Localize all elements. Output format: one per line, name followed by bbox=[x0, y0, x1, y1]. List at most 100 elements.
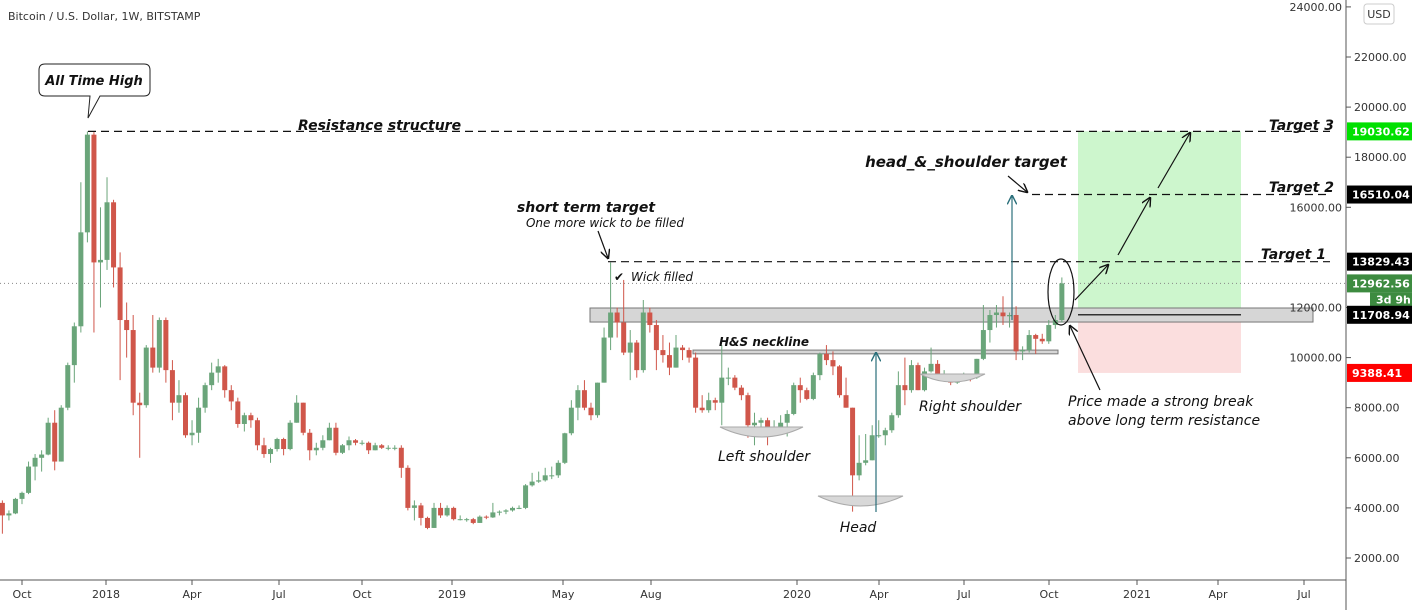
candle-body bbox=[1046, 325, 1052, 342]
price-tick-label: 6000.00 bbox=[1354, 452, 1400, 465]
candle-body bbox=[856, 462, 862, 476]
candle-body bbox=[510, 507, 515, 511]
time-tick-label: Oct bbox=[352, 588, 372, 601]
right-shoulder-label: Right shoulder bbox=[919, 399, 1022, 415]
candle-body bbox=[104, 202, 110, 260]
candle-body bbox=[778, 422, 784, 428]
candle-body bbox=[84, 134, 90, 233]
candle-body bbox=[843, 395, 849, 408]
candle-body bbox=[719, 377, 725, 403]
candle-body bbox=[686, 350, 692, 358]
candle-body bbox=[418, 505, 424, 518]
candle-body bbox=[372, 445, 378, 451]
candle-body bbox=[693, 357, 699, 408]
head-label: Head bbox=[840, 520, 877, 536]
candle-body bbox=[666, 355, 672, 368]
candle-body bbox=[876, 435, 882, 437]
candle-body bbox=[464, 519, 470, 521]
candle-body bbox=[117, 267, 123, 321]
stop-price-label-bg bbox=[1347, 363, 1412, 382]
path-arrow-1[interactable] bbox=[1074, 265, 1108, 301]
time-tick-label: 2019 bbox=[438, 588, 466, 601]
candle-body bbox=[542, 475, 548, 481]
candle-body bbox=[431, 507, 437, 528]
candle-body bbox=[791, 385, 797, 414]
hs-target-arrow[interactable] bbox=[1007, 175, 1027, 192]
candle-body bbox=[287, 422, 293, 450]
candle-body bbox=[673, 347, 679, 368]
candle-body bbox=[300, 402, 306, 433]
candle-body bbox=[725, 377, 731, 379]
candle-body bbox=[261, 445, 267, 455]
ath-label: All Time High bbox=[44, 74, 143, 89]
target2-label: Target 2 bbox=[1269, 180, 1334, 196]
wick-filled-label: Wick filled bbox=[631, 270, 693, 284]
candle-body bbox=[196, 407, 202, 433]
left-shoulder-bowl bbox=[719, 426, 804, 438]
price-tick-label: 12000.00 bbox=[1290, 302, 1343, 315]
price-axis[interactable]: 2000.00 4000.00 6000.00 8000.00 10000.00 1200… bbox=[1290, 1, 1407, 565]
candle-body bbox=[765, 420, 771, 431]
candle-body bbox=[130, 330, 136, 403]
candle-body bbox=[882, 430, 888, 436]
candle-body bbox=[1033, 335, 1039, 339]
candle-body bbox=[490, 512, 496, 518]
path-arrow-2[interactable] bbox=[1117, 198, 1150, 256]
candle-body bbox=[627, 342, 633, 353]
candle-body bbox=[398, 447, 404, 468]
candle-body bbox=[830, 360, 836, 367]
candle-body bbox=[294, 402, 300, 423]
candle-body bbox=[183, 395, 188, 436]
candle-body bbox=[124, 320, 130, 331]
resistance-zone[interactable] bbox=[589, 307, 1314, 323]
candle-body bbox=[451, 507, 457, 520]
chart-title: Bitcoin / U.S. Dollar, 1W, BITSTAMP bbox=[8, 10, 201, 23]
candle-body bbox=[1000, 312, 1006, 317]
candle-body bbox=[621, 322, 627, 353]
time-tick-label: Apr bbox=[182, 588, 202, 601]
candle-body bbox=[215, 366, 221, 373]
candle-body bbox=[359, 442, 365, 444]
candle-body bbox=[810, 375, 816, 399]
currency-button[interactable]: USD bbox=[1363, 3, 1395, 25]
candle-body bbox=[614, 312, 620, 323]
countdown-label: 3d 9h bbox=[1376, 293, 1411, 306]
candle-body bbox=[222, 366, 228, 391]
candle-body bbox=[653, 325, 659, 351]
path-arrow-3[interactable] bbox=[1157, 133, 1190, 189]
candle-body bbox=[758, 420, 764, 423]
candle-body bbox=[1026, 335, 1032, 351]
short-term-target-arrow[interactable] bbox=[597, 230, 608, 258]
resistance-price-label-bg bbox=[1347, 305, 1412, 324]
time-axis[interactable]: Oct 2018 Apr Jul Oct 2019 May Aug 2020 Apr Jul Oct 2… bbox=[12, 580, 1311, 601]
candle-body bbox=[712, 400, 718, 403]
candle-body bbox=[732, 377, 738, 388]
time-tick-label: Jul bbox=[956, 588, 970, 601]
candle-body bbox=[588, 407, 594, 416]
candle-body bbox=[869, 435, 875, 461]
ath-callout[interactable] bbox=[38, 63, 151, 119]
price-tick-label: 18000.00 bbox=[1354, 151, 1407, 164]
candle-body bbox=[595, 382, 601, 416]
candle-body bbox=[176, 395, 182, 403]
break-note-arrow[interactable] bbox=[1070, 326, 1101, 391]
price-tick-label: 10000.00 bbox=[1290, 352, 1343, 365]
breakout-ellipse[interactable] bbox=[1047, 258, 1075, 326]
candle-body bbox=[922, 371, 928, 391]
candle-body bbox=[601, 337, 607, 383]
candle-body bbox=[111, 202, 117, 268]
candle-body bbox=[91, 134, 97, 263]
candle-body bbox=[385, 447, 391, 449]
target3-price-label: 19030.62 bbox=[1352, 125, 1410, 138]
time-tick-label: Jul bbox=[271, 588, 285, 601]
candle-body bbox=[902, 385, 908, 391]
short-term-target-sub: One more wick to be filled bbox=[526, 216, 684, 230]
candle-body bbox=[379, 445, 385, 448]
candle-body bbox=[575, 390, 581, 408]
time-tick-label: Jul bbox=[1296, 588, 1310, 601]
candle-body bbox=[274, 439, 280, 450]
candle-body bbox=[392, 447, 398, 449]
candle-body bbox=[281, 439, 287, 450]
candle-body bbox=[333, 427, 339, 453]
